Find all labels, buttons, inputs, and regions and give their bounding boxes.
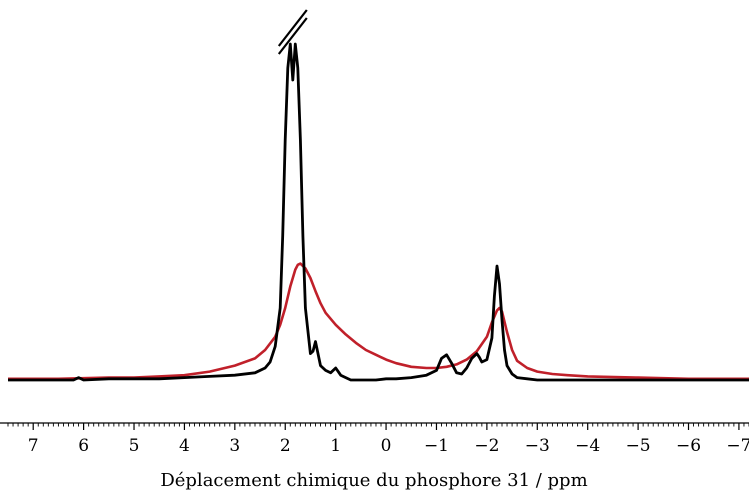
x-tick-label: 7 (28, 436, 39, 456)
x-tick-label: 4 (179, 436, 190, 456)
axis-break-mark (277, 17, 308, 55)
x-axis: 7 6 5 4 3 2 1 0 −1 −2 −3 −4 −5 −6 −7 (0, 422, 749, 456)
x-tick-label: 2 (280, 436, 291, 456)
x-tick-label: −4 (575, 436, 600, 456)
x-tick-label: −6 (676, 436, 701, 456)
x-tick-label: 6 (78, 436, 89, 456)
x-axis-title: Déplacement chimique du phosphore 31 / p… (160, 470, 587, 491)
x-tick-label: −7 (726, 436, 749, 456)
x-tick-label: 3 (229, 436, 240, 456)
axis-break-mark (277, 9, 308, 47)
x-tick-label: 5 (129, 436, 140, 456)
plot-area (8, 9, 749, 382)
series-black-line (8, 42, 749, 382)
x-tick-label: 1 (330, 436, 341, 456)
x-tick-label: −2 (474, 436, 499, 456)
x-tick-label: 0 (381, 436, 392, 456)
x-tick-label: −3 (525, 436, 550, 456)
x-tick-label: −1 (424, 436, 449, 456)
series-red-line (8, 262, 749, 381)
x-tick-label: −5 (626, 436, 651, 456)
